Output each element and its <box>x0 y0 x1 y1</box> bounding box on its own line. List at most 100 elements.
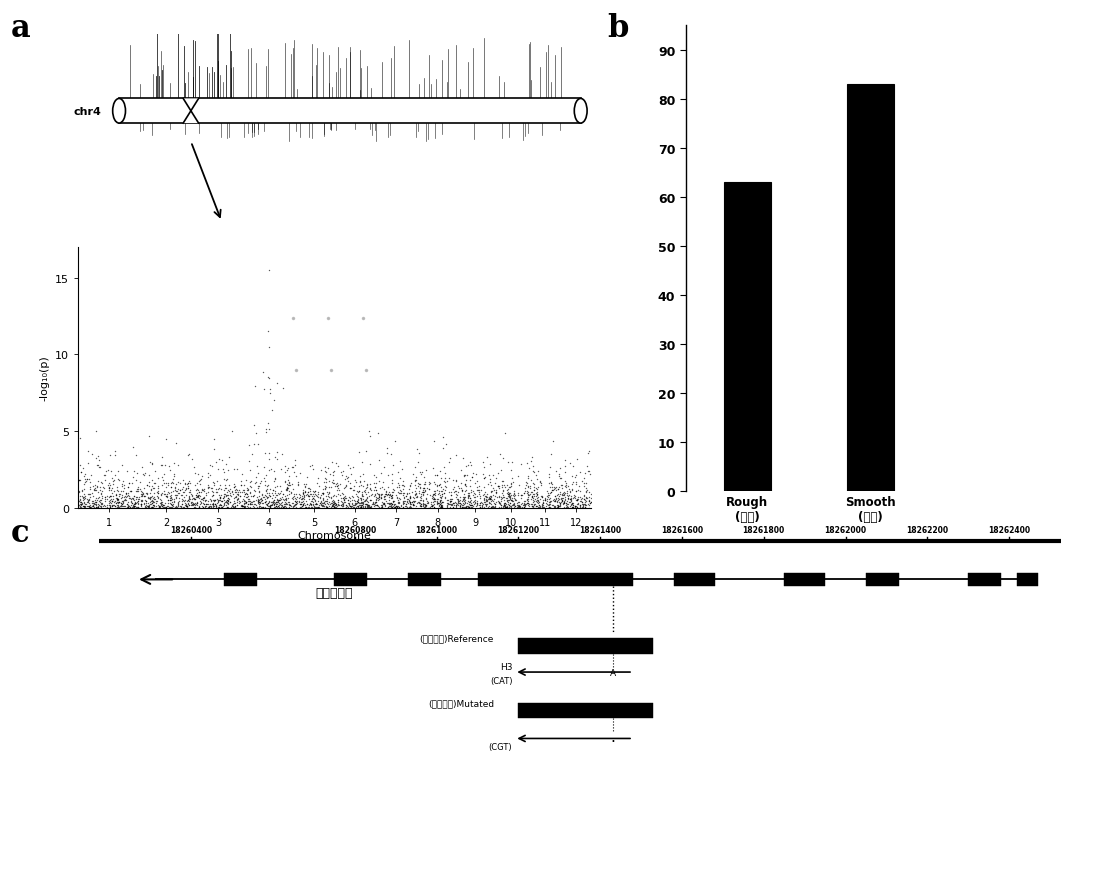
Point <box>162 494 180 507</box>
Point <box>210 481 227 495</box>
Point <box>553 494 571 508</box>
Point <box>578 483 595 497</box>
Point <box>317 481 334 494</box>
Point <box>90 499 108 513</box>
Point <box>343 499 361 513</box>
Point <box>382 501 400 514</box>
Point <box>523 486 541 500</box>
Point <box>326 480 343 494</box>
Point <box>278 497 295 511</box>
Point <box>108 465 126 479</box>
Point <box>274 488 292 501</box>
Bar <box>477 574 633 587</box>
Point <box>463 470 481 484</box>
Point <box>361 429 379 443</box>
Point <box>158 493 176 507</box>
Point <box>553 494 571 508</box>
Point <box>252 474 270 488</box>
Point <box>291 467 309 481</box>
Point <box>377 486 395 500</box>
Point <box>525 501 543 515</box>
Point <box>87 501 105 514</box>
Point <box>244 500 262 514</box>
Point <box>348 494 366 508</box>
Point <box>244 501 262 515</box>
Point <box>496 498 514 512</box>
Point <box>449 495 467 509</box>
Point <box>303 501 321 514</box>
Point <box>547 481 565 494</box>
Point <box>574 489 592 503</box>
Point <box>349 500 367 514</box>
Point <box>260 463 278 477</box>
Point <box>80 501 98 514</box>
Point <box>569 494 586 507</box>
Point <box>221 495 239 509</box>
Point <box>520 499 537 513</box>
Point <box>80 475 98 489</box>
Point <box>506 492 524 506</box>
Point <box>549 489 566 503</box>
Point <box>71 501 89 514</box>
Point <box>476 497 494 511</box>
Point <box>215 488 233 501</box>
Point <box>413 489 430 503</box>
Point <box>407 471 425 485</box>
Point <box>210 501 227 514</box>
Point <box>561 485 579 499</box>
Point <box>203 498 221 512</box>
Point <box>108 492 126 506</box>
Point <box>98 489 116 503</box>
Point <box>485 483 503 497</box>
Point <box>133 489 151 503</box>
Point <box>105 474 123 488</box>
Point <box>366 481 384 494</box>
Point <box>424 491 442 505</box>
Point <box>279 479 297 493</box>
Point <box>254 490 272 504</box>
Point <box>128 501 146 514</box>
Point <box>93 486 110 500</box>
Point <box>512 488 530 502</box>
Point <box>123 494 140 508</box>
Point <box>524 460 542 474</box>
Point <box>523 489 541 503</box>
Point <box>173 497 191 511</box>
Point <box>77 475 95 489</box>
Point <box>265 393 283 407</box>
Point <box>495 494 513 507</box>
Point <box>366 500 384 514</box>
Point <box>258 423 275 437</box>
Point <box>117 488 135 501</box>
Point <box>450 481 468 495</box>
Point <box>87 498 105 512</box>
Point <box>349 494 367 507</box>
Point <box>176 498 194 512</box>
Point <box>137 486 155 500</box>
Text: 18262200: 18262200 <box>906 525 949 534</box>
Point <box>292 500 310 514</box>
Point <box>265 499 283 513</box>
Point <box>287 458 304 472</box>
Point <box>215 488 233 501</box>
Point <box>341 500 359 514</box>
Point <box>107 501 125 515</box>
Point <box>108 494 126 507</box>
Point <box>525 498 543 512</box>
Point <box>143 501 161 514</box>
Point <box>78 473 96 487</box>
Point <box>74 489 91 503</box>
Point <box>191 495 209 509</box>
Point <box>525 465 543 479</box>
Point <box>243 497 261 511</box>
Point <box>384 474 401 488</box>
Point <box>581 496 599 510</box>
Point <box>482 501 500 514</box>
Point <box>151 501 168 514</box>
Point <box>90 494 108 508</box>
Point <box>503 489 521 503</box>
Point <box>569 491 586 505</box>
Point <box>158 490 176 504</box>
Point <box>356 485 374 499</box>
Point <box>340 490 358 504</box>
